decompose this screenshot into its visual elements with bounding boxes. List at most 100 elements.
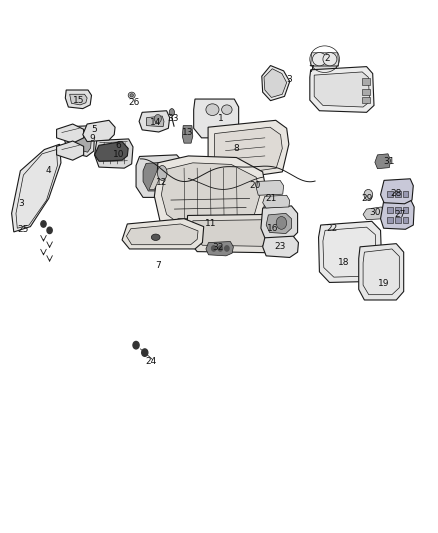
- Text: 31: 31: [384, 157, 395, 166]
- Bar: [362, 78, 370, 85]
- Text: 20: 20: [249, 181, 261, 190]
- Polygon shape: [143, 162, 178, 191]
- Ellipse shape: [222, 105, 232, 115]
- Text: 16: 16: [266, 224, 278, 233]
- Polygon shape: [359, 244, 404, 300]
- Polygon shape: [65, 90, 92, 109]
- Polygon shape: [127, 224, 198, 245]
- Bar: [362, 97, 370, 103]
- Polygon shape: [57, 141, 84, 160]
- Polygon shape: [182, 126, 193, 143]
- Bar: [395, 216, 401, 223]
- Polygon shape: [122, 219, 204, 249]
- Polygon shape: [210, 138, 226, 150]
- Polygon shape: [208, 120, 289, 179]
- Polygon shape: [257, 180, 284, 195]
- Text: 10: 10: [113, 150, 124, 159]
- Ellipse shape: [312, 53, 326, 66]
- Polygon shape: [139, 111, 170, 132]
- Text: 15: 15: [73, 96, 84, 105]
- Text: 8: 8: [233, 144, 239, 153]
- Polygon shape: [193, 220, 271, 246]
- Text: 14: 14: [150, 118, 161, 127]
- Polygon shape: [363, 207, 385, 220]
- Polygon shape: [318, 221, 382, 282]
- Polygon shape: [95, 139, 133, 168]
- Polygon shape: [381, 179, 413, 204]
- Circle shape: [154, 115, 161, 123]
- Polygon shape: [312, 66, 337, 85]
- Text: 26: 26: [128, 98, 140, 107]
- Circle shape: [218, 246, 223, 251]
- Text: 12: 12: [155, 178, 167, 187]
- Polygon shape: [206, 241, 233, 256]
- Ellipse shape: [169, 109, 174, 116]
- Polygon shape: [310, 67, 374, 112]
- Polygon shape: [263, 195, 290, 208]
- Bar: [395, 207, 401, 213]
- Polygon shape: [136, 155, 185, 197]
- Text: 7: 7: [308, 66, 314, 74]
- Text: 29: 29: [362, 194, 373, 203]
- Polygon shape: [258, 184, 266, 195]
- Polygon shape: [187, 214, 277, 253]
- Circle shape: [47, 227, 52, 233]
- Polygon shape: [215, 127, 283, 173]
- Bar: [403, 207, 409, 213]
- Bar: [387, 191, 393, 197]
- Text: 21: 21: [266, 194, 277, 203]
- Bar: [403, 216, 409, 223]
- Circle shape: [142, 349, 148, 357]
- Text: 9: 9: [89, 134, 95, 143]
- Text: 23: 23: [275, 242, 286, 251]
- Polygon shape: [311, 53, 339, 66]
- Ellipse shape: [130, 94, 134, 97]
- Ellipse shape: [151, 234, 160, 240]
- Polygon shape: [314, 72, 370, 107]
- Text: 30: 30: [370, 208, 381, 217]
- Text: 22: 22: [326, 224, 337, 233]
- Ellipse shape: [157, 165, 167, 180]
- Text: 3: 3: [286, 75, 292, 84]
- Polygon shape: [375, 154, 391, 168]
- Circle shape: [133, 342, 139, 349]
- Text: 33: 33: [167, 114, 179, 123]
- Bar: [395, 191, 401, 197]
- Polygon shape: [95, 142, 128, 161]
- Polygon shape: [12, 144, 61, 232]
- Circle shape: [364, 189, 373, 200]
- Polygon shape: [57, 124, 84, 143]
- Polygon shape: [154, 156, 267, 241]
- Polygon shape: [266, 213, 291, 233]
- Circle shape: [41, 221, 46, 227]
- Text: 27: 27: [395, 210, 406, 219]
- Ellipse shape: [128, 92, 135, 99]
- Polygon shape: [83, 120, 115, 142]
- Text: 3: 3: [19, 199, 25, 208]
- Polygon shape: [147, 116, 164, 127]
- Bar: [403, 191, 409, 197]
- Ellipse shape: [323, 53, 337, 66]
- Text: 4: 4: [46, 166, 52, 175]
- Polygon shape: [264, 69, 287, 98]
- Text: 28: 28: [390, 189, 402, 198]
- Text: 2: 2: [325, 54, 330, 62]
- Polygon shape: [262, 66, 290, 101]
- Bar: [362, 89, 370, 95]
- Polygon shape: [65, 126, 95, 157]
- Text: 5: 5: [92, 125, 97, 134]
- Text: 13: 13: [182, 128, 193, 137]
- Polygon shape: [161, 163, 261, 233]
- Text: 18: 18: [338, 258, 349, 266]
- Text: 11: 11: [205, 220, 216, 229]
- Polygon shape: [263, 236, 298, 257]
- Circle shape: [212, 246, 216, 251]
- Text: 19: 19: [378, 279, 390, 288]
- Text: 32: 32: [212, 244, 224, 253]
- Circle shape: [276, 216, 287, 229]
- Text: 7: 7: [155, 261, 161, 270]
- Text: 24: 24: [146, 357, 157, 366]
- Polygon shape: [149, 171, 163, 189]
- Bar: [387, 207, 393, 213]
- Bar: [387, 216, 393, 223]
